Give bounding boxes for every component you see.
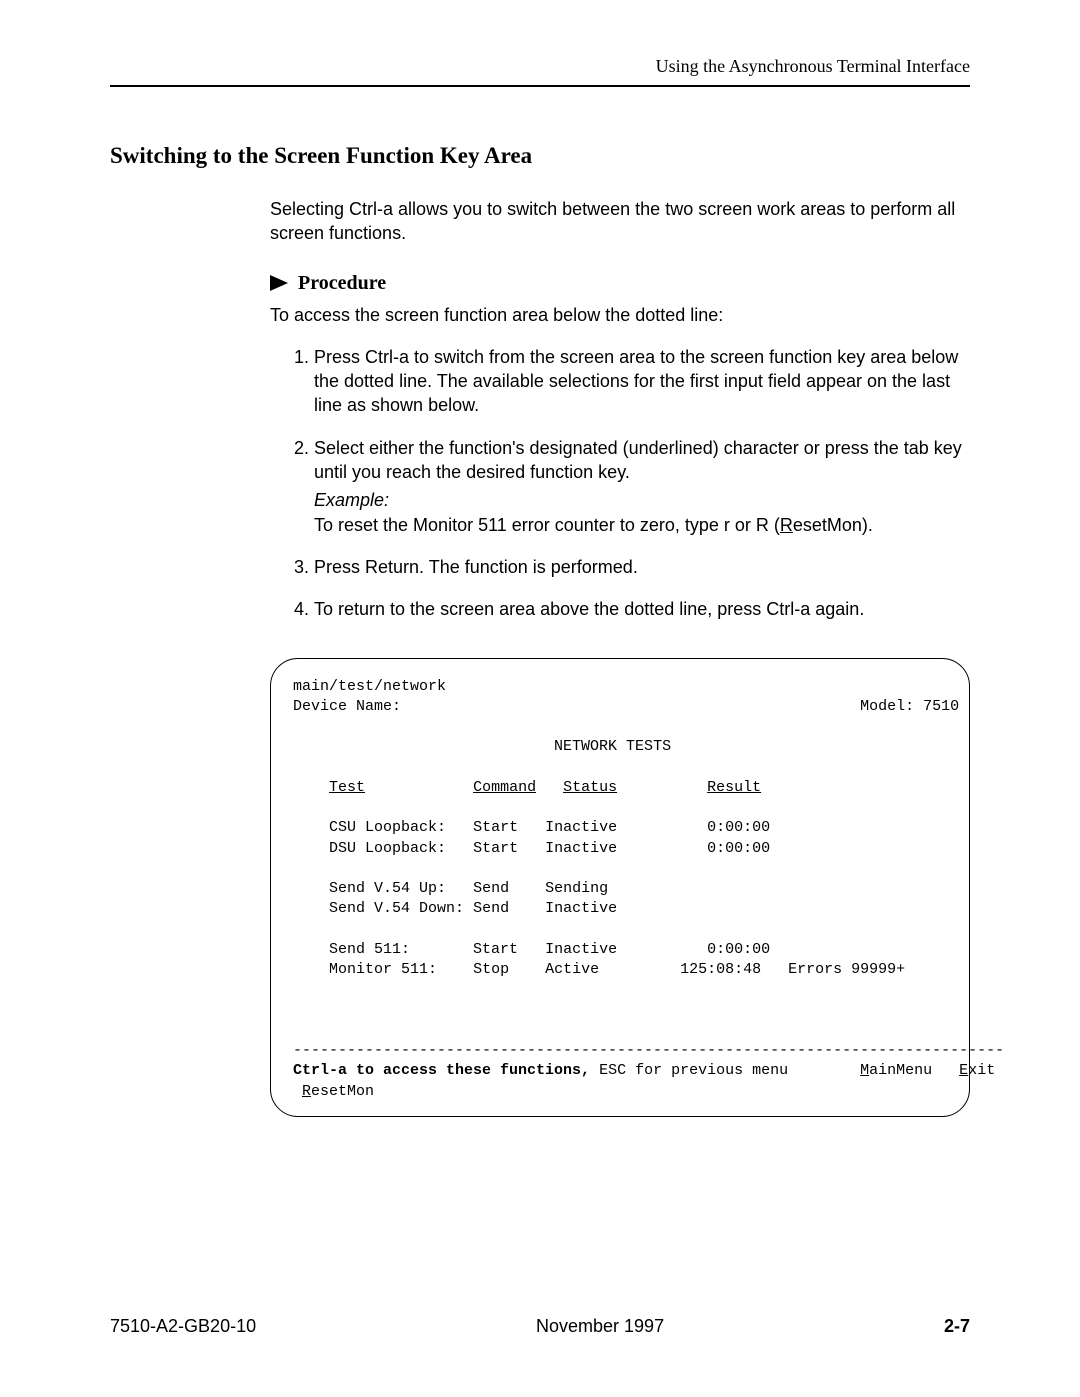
page-footer: 7510-A2-GB20-10 November 1997 2-7 — [110, 1316, 970, 1337]
procedure-label: Procedure — [298, 270, 386, 297]
example-underlined: R — [780, 515, 793, 535]
r3-test: Send V.54 Up: — [329, 880, 446, 897]
r2-status: Inactive — [545, 840, 617, 857]
col-command: Command — [473, 779, 536, 796]
procedure-intro: To access the screen function area below… — [270, 303, 970, 327]
terminal-screen: main/test/network Device Name: Model: 75… — [270, 658, 970, 1117]
fn-bold: Ctrl-a to access these functions, — [293, 1062, 590, 1079]
r5-result: 0:00:00 — [707, 941, 770, 958]
r5-status: Inactive — [545, 941, 617, 958]
reset-u[interactable]: R — [302, 1083, 311, 1100]
col-status: Status — [563, 779, 617, 796]
footer-date: November 1997 — [536, 1316, 664, 1337]
col-result: Result — [707, 779, 761, 796]
r6-test: Monitor 511: — [329, 961, 437, 978]
mainmenu-u[interactable]: M — [860, 1062, 869, 1079]
term-model: Model: 7510 — [860, 698, 959, 715]
r1-result: 0:00:00 — [707, 819, 770, 836]
running-header: Using the Asynchronous Terminal Interfac… — [110, 56, 970, 87]
r2-test: DSU Loopback: — [329, 840, 446, 857]
intro-paragraph: Selecting Ctrl-a allows you to switch be… — [270, 197, 970, 246]
r6-cmd: Stop — [473, 961, 509, 978]
example-label: Example: — [314, 488, 970, 512]
mainmenu-rest[interactable]: ainMenu — [869, 1062, 932, 1079]
r6-status: Active — [545, 961, 599, 978]
step-2: Select either the function's designated … — [314, 436, 970, 537]
r3-cmd: Send — [473, 880, 509, 897]
r4-status: Inactive — [545, 900, 617, 917]
procedure-steps: Press Ctrl-a to switch from the screen a… — [270, 345, 970, 622]
fn-rest: ESC for previous menu — [590, 1062, 788, 1079]
r6-result: 125:08:48 — [680, 961, 761, 978]
r2-cmd: Start — [473, 840, 518, 857]
r1-test: CSU Loopback: — [329, 819, 446, 836]
term-device-label: Device Name: — [293, 698, 401, 715]
exit-u[interactable]: E — [959, 1062, 968, 1079]
r1-cmd: Start — [473, 819, 518, 836]
term-path: main/test/network — [293, 678, 446, 695]
triangle-icon — [270, 275, 288, 291]
footer-doc: 7510-A2-GB20-10 — [110, 1316, 256, 1337]
example-pre: To reset the Monitor 511 error counter t… — [314, 515, 780, 535]
example-text: To reset the Monitor 511 error counter t… — [314, 513, 970, 537]
step-3: Press Return. The function is performed. — [314, 555, 970, 579]
r2-result: 0:00:00 — [707, 840, 770, 857]
step-2-text: Select either the function's designated … — [314, 438, 962, 482]
step-1: Press Ctrl-a to switch from the screen a… — [314, 345, 970, 418]
r5-cmd: Start — [473, 941, 518, 958]
reset-post[interactable]: esetMon — [311, 1083, 374, 1100]
example-post: esetMon). — [793, 515, 873, 535]
reset-pre — [293, 1083, 302, 1100]
r4-cmd: Send — [473, 900, 509, 917]
col-test: Test — [329, 779, 365, 796]
section-title: Switching to the Screen Function Key Are… — [110, 143, 970, 169]
r3-status: Sending — [545, 880, 608, 897]
exit-rest[interactable]: xit — [968, 1062, 995, 1079]
term-title: NETWORK TESTS — [554, 738, 671, 755]
r1-status: Inactive — [545, 819, 617, 836]
r6-extra: Errors 99999+ — [788, 961, 905, 978]
r4-test: Send V.54 Down: — [329, 900, 464, 917]
footer-page: 2-7 — [944, 1316, 970, 1337]
step-4: To return to the screen area above the d… — [314, 597, 970, 621]
r5-test: Send 511: — [329, 941, 410, 958]
